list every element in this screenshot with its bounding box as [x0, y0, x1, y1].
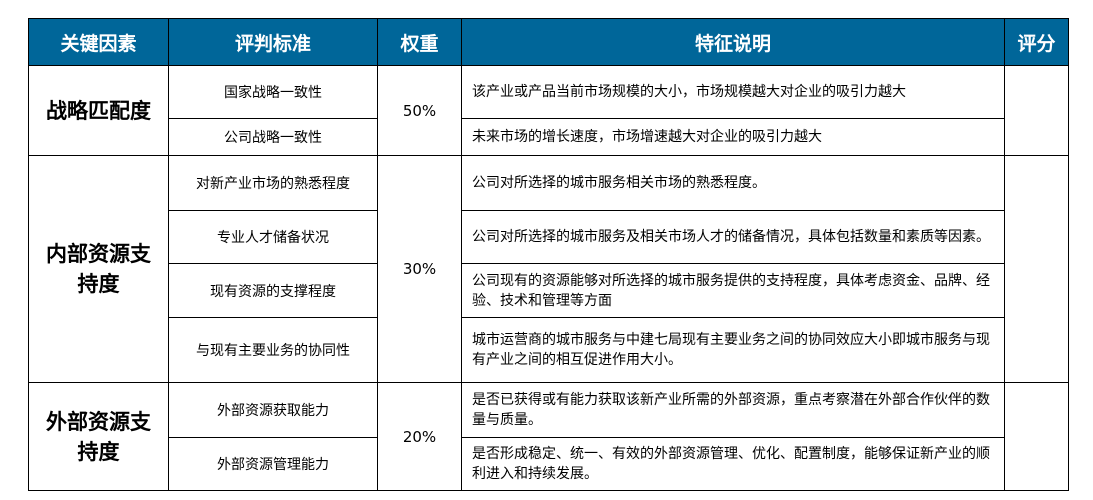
- header-description: 特征说明: [461, 18, 1005, 66]
- header-score: 评分: [1004, 18, 1069, 66]
- weight-cell: 20%: [377, 382, 462, 491]
- score-cell[interactable]: [1004, 382, 1069, 491]
- score-cell[interactable]: [1004, 155, 1069, 383]
- header-factor: 关键因素: [28, 18, 169, 66]
- factor-cell: 外部资源支持度: [28, 382, 169, 491]
- criterion-cell: 现有资源的支撑程度: [168, 263, 378, 318]
- criterion-cell: 外部资源管理能力: [168, 437, 378, 491]
- criterion-cell: 国家战略一致性: [168, 65, 378, 119]
- evaluation-table: 关键因素 评判标准 权重 特征说明 评分 战略匹配度 国家战略一致性 50% 该产业或…: [28, 18, 1069, 491]
- header-weight: 权重: [377, 18, 462, 66]
- header-row: 关键因素 评判标准 权重 特征说明 评分: [28, 18, 1069, 66]
- factor-label: 战略匹配度: [46, 98, 151, 123]
- description-cell: 公司对所选择的城市服务相关市场的熟悉程度。: [461, 155, 1005, 211]
- factor-label: 外部资源支持度: [46, 409, 151, 464]
- weight-cell: 50%: [377, 65, 462, 156]
- description-cell: 未来市场的增长速度，市场增速越大对企业的吸引力越大: [461, 118, 1005, 156]
- criterion-cell: 与现有主要业务的协同性: [168, 317, 378, 383]
- description-cell: 是否已获得或有能力获取该新产业所需的外部资源，重点考察潜在外部合作伙伴的数量与质…: [461, 382, 1005, 438]
- factor-label: 内部资源支持度: [46, 242, 151, 296]
- description-cell: 公司对所选择的城市服务及相关市场人才的储备情况，具体包括数量和素质等因素。: [461, 210, 1005, 264]
- factor-cell: 内部资源支持度: [28, 155, 169, 383]
- table-row: 战略匹配度 国家战略一致性 50% 该产业或产品当前市场规模的大小，市场规模越大对企业…: [28, 65, 1069, 156]
- table-row: 专业人才储备状况 公司对所选择的城市服务及相关市场人才的储备情况，具体包括数量和素…: [29, 210, 1069, 264]
- description-cell: 是否形成稳定、统一、有效的外部资源管理、优化、配置制度，能够保证新产业的顺利进入…: [461, 437, 1005, 491]
- table-row: 公司战略一致性 未来市场的增长速度，市场增速越大对企业的吸引力越大: [29, 118, 1069, 156]
- table-row: 外部资源管理能力 是否形成稳定、统一、有效的外部资源管理、优化、配置制度，能够保证…: [29, 437, 1069, 491]
- criterion-cell: 外部资源获取能力: [168, 382, 378, 438]
- weight-cell: 30%: [377, 155, 462, 383]
- table-row: 内部资源支持度 对新产业市场的熟悉程度 30% 公司对所选择的城市服务相关市场的熟悉程…: [28, 155, 1069, 383]
- header-criterion: 评判标准: [168, 18, 378, 66]
- criterion-cell: 专业人才储备状况: [168, 210, 378, 264]
- table-row: 外部资源支持度 外部资源获取能力 20% 是否已获得或有能力获取该新产业所需的外部资源…: [28, 382, 1069, 491]
- criterion-cell: 公司战略一致性: [168, 118, 378, 156]
- description-cell: 城市运营商的城市服务与中建七局现有主要业务之间的协同效应大小即城市服务与现有产业…: [461, 317, 1005, 383]
- description-cell: 公司现有的资源能够对所选择的城市服务提供的支持程度，具体考虑资金、品牌、经验、技…: [461, 263, 1005, 318]
- table-row: 现有资源的支撑程度 公司现有的资源能够对所选择的城市服务提供的支持程度，具体考虑资…: [29, 263, 1069, 318]
- factor-cell: 战略匹配度: [28, 65, 169, 156]
- table-row: 与现有主要业务的协同性 城市运营商的城市服务与中建七局现有主要业务之间的协同效应大…: [29, 317, 1069, 383]
- score-cell[interactable]: [1004, 65, 1069, 156]
- description-cell: 该产业或产品当前市场规模的大小，市场规模越大对企业的吸引力越大: [461, 65, 1005, 119]
- criterion-cell: 对新产业市场的熟悉程度: [168, 155, 378, 211]
